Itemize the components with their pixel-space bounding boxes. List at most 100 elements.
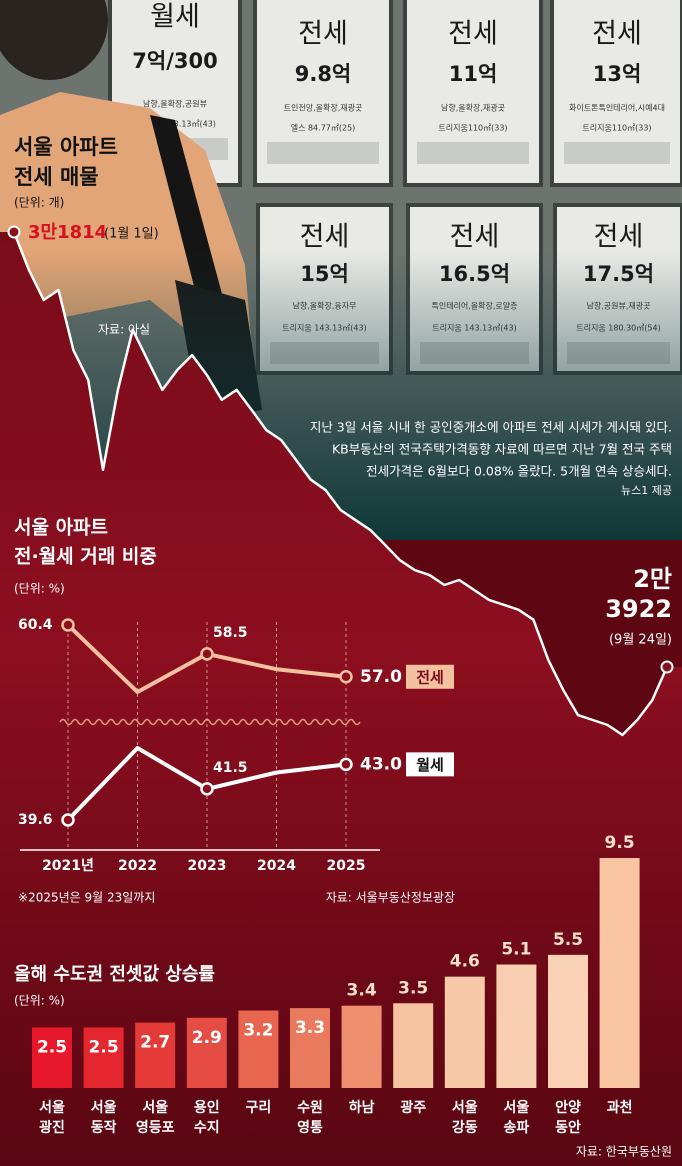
bar [135, 1022, 176, 1088]
sign-type: 전세 [594, 222, 644, 253]
bar [496, 964, 537, 1088]
bar [83, 1027, 124, 1088]
data-label: 2.9 [192, 1028, 222, 1048]
unit: (단위: %) [14, 582, 65, 596]
x-tick-label: 서울 [504, 1099, 530, 1116]
data-label: 57.0 [360, 667, 402, 687]
sign-price: 9.8억 [295, 62, 352, 86]
data-label: 39.6 [18, 812, 53, 828]
x-tick-label: 광진 [39, 1119, 65, 1136]
x-tick-label: 영등포 [136, 1119, 175, 1136]
x-tick-label: 안양 [555, 1099, 581, 1116]
x-tick-label: 서울 [452, 1099, 478, 1116]
sign-line: 엘스 84.77㎡(25) [291, 123, 356, 133]
end-label: 2만 [633, 565, 672, 593]
x-tick-label: 2022 [118, 858, 157, 874]
sign-blur [267, 142, 379, 164]
end-date: (9월 24일) [609, 633, 672, 648]
legend-label: 월세 [416, 756, 444, 774]
sign-blur [417, 142, 529, 164]
sign-type: 전세 [300, 222, 350, 253]
sign-type: 전세 [298, 19, 348, 50]
chart-title: 서울 아파트 [14, 135, 118, 159]
point [339, 670, 353, 684]
chart-title: 서울 아파트 [14, 517, 108, 539]
sign-price: 11억 [449, 62, 498, 86]
x-tick-label: 구리 [246, 1100, 272, 1116]
x-tick-label: 수지 [194, 1120, 220, 1136]
x-tick-label: 2021년 [42, 858, 94, 874]
note: ※2025년은 9월 23일까지 [18, 891, 155, 905]
end-point [660, 660, 674, 674]
data-label: 43.0 [360, 754, 402, 774]
sign-line: 남향,올확장,재광곳 [441, 103, 505, 113]
bar [290, 1008, 330, 1088]
caption-line: 전세가격은 6월보다 0.08% 올랐다. 5개월 연속 상승세다. [366, 464, 672, 479]
x-tick-label: 동작 [91, 1119, 117, 1136]
x-tick-label: 용인 [194, 1099, 220, 1116]
sign-line: 트인전망,올확장,재광곳 [284, 103, 363, 113]
caption-line: 지난 3일 서울 시내 한 공인중개소에 아파트 전세 시세가 게시돼 있다. [310, 420, 672, 435]
bar [238, 1010, 279, 1088]
x-tick-label: 강동 [452, 1119, 478, 1136]
photo-credit: 뉴스1 제공 [621, 484, 672, 497]
point [61, 813, 75, 827]
x-tick-label: 송파 [504, 1120, 530, 1136]
sign-line: 화이트톤특인테리어,시예4대 [569, 103, 665, 113]
data-label: 2.7 [140, 1033, 170, 1053]
sign-line: 트리지움110㎡(33) [582, 124, 651, 133]
sign-type: 월세 [150, 2, 200, 33]
bar [599, 858, 640, 1088]
x-tick-label: 동안 [555, 1119, 581, 1136]
start-date: (1월 1일) [104, 227, 159, 242]
bar [548, 954, 588, 1088]
x-tick-label: 2023 [188, 858, 227, 874]
photo-signs: 월세7억/300남향,올확장,공원뷰트리지움143.13㎡(43)전세9.8억트… [108, 0, 682, 375]
start-label: 3만1814 [28, 222, 107, 243]
end-point [7, 225, 21, 239]
chart-title: 전·월세 거래 비중 [14, 546, 157, 568]
x-tick-label: 하남 [349, 1099, 375, 1116]
x-tick-label: 서울 [142, 1099, 168, 1116]
data-label: 3.4 [347, 981, 377, 1001]
point [339, 757, 353, 772]
data-label: 2.5 [37, 1037, 67, 1057]
x-tick-label: 영통 [297, 1119, 323, 1136]
data-label: 3.3 [295, 1018, 325, 1038]
sign-price: 7억/300 [132, 49, 217, 73]
sign-type: 전세 [592, 19, 642, 50]
data-label: 2.5 [89, 1037, 119, 1057]
bar [186, 1017, 227, 1088]
legend-box [406, 752, 454, 777]
legend-label: 전세 [416, 668, 444, 686]
unit: (단위: %) [14, 994, 65, 1008]
data-label: 60.4 [18, 617, 53, 633]
end-label: 3922 [605, 595, 672, 623]
area-fill [0, 232, 682, 1166]
chart-title: 전세 매물 [14, 165, 99, 189]
x-tick-label: 서울 [91, 1099, 117, 1116]
legend-box [406, 664, 454, 689]
data-label: 5.5 [553, 930, 583, 950]
sign-price: 13억 [593, 62, 642, 86]
x-tick-label: 광주 [400, 1099, 426, 1116]
data-label: 4.6 [450, 952, 480, 972]
photo-caption: 지난 3일 서울 시내 한 공인중개소에 아파트 전세 시세가 게시돼 있다. K… [310, 420, 672, 498]
x-tick-label: 2024 [257, 858, 296, 874]
data-label: 3.5 [398, 978, 428, 998]
bar [341, 1005, 382, 1088]
axis-break [59, 718, 361, 726]
sign-blur [564, 142, 670, 164]
bar [32, 1027, 72, 1088]
x-tick-label: 서울 [39, 1099, 65, 1116]
data-label: 58.5 [213, 625, 248, 641]
sign-type: 전세 [448, 19, 498, 50]
x-tick-label: 과천 [607, 1100, 633, 1116]
chart-title: 올해 수도권 전셋값 상승률 [14, 964, 215, 985]
point [200, 647, 214, 661]
bar [393, 1003, 434, 1088]
